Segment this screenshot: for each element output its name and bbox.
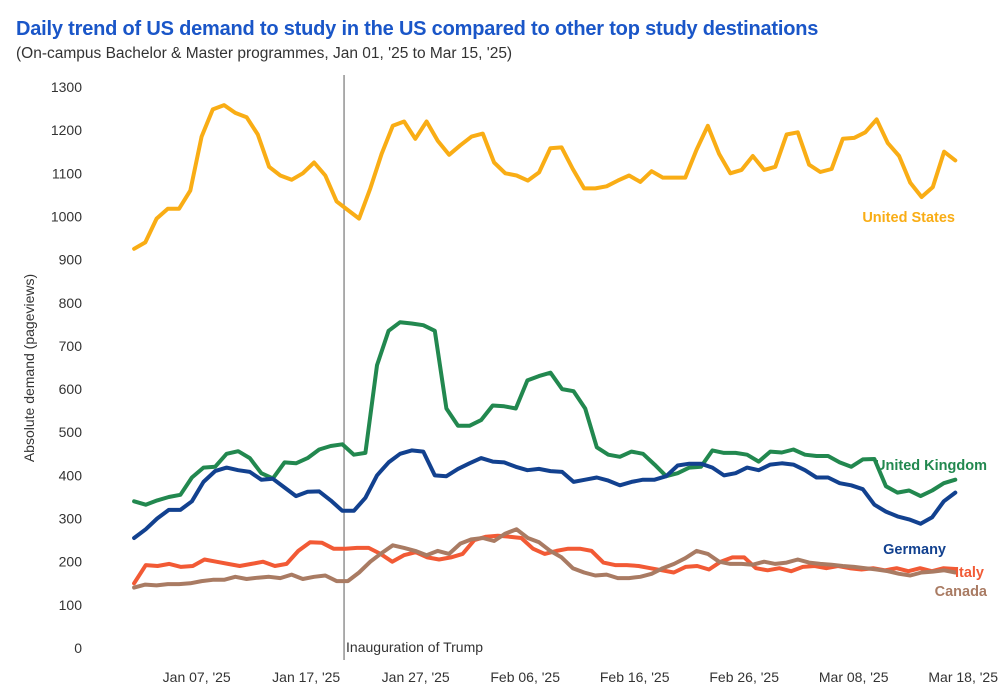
y-tick-label: 100: [59, 597, 83, 613]
x-tick-label: Mar 08, '25: [819, 669, 889, 685]
series-label-united-states: United States: [862, 210, 955, 226]
y-tick-label: 1000: [51, 208, 82, 224]
y-tick-label: 500: [59, 424, 83, 440]
series-label-italy: Italy: [955, 565, 984, 581]
series-label-germany: Germany: [883, 542, 946, 558]
x-tick-label: Feb 16, '25: [600, 669, 670, 685]
x-axis-ticks: Jan 07, '25 Jan 17, '25 Jan 27, '25 Feb 06,…: [163, 669, 999, 685]
y-tick-label: 300: [59, 511, 83, 527]
series-line-germany: [132, 448, 958, 540]
x-tick-label: Feb 06, '25: [490, 669, 560, 685]
annotations: Inauguration of Trump: [343, 75, 483, 660]
y-tick-label: 200: [59, 554, 83, 570]
y-tick-label: 900: [59, 252, 83, 268]
y-tick-label: 1300: [51, 79, 82, 95]
y-axis-label: Absolute demand (pageviews): [21, 274, 37, 462]
chart-subtitle: (On-campus Bachelor & Master programmes,…: [16, 45, 513, 62]
series-labels: United States United Kingdom Germany Italy C…: [862, 210, 988, 600]
series-line-italy: [132, 533, 958, 586]
x-tick-label: Mar 18, '25: [928, 669, 998, 685]
y-tick-label: 700: [59, 338, 83, 354]
y-tick-label: 600: [59, 381, 83, 397]
series-label-united-kingdom: United Kingdom: [875, 458, 987, 474]
x-tick-label: Jan 17, '25: [272, 669, 340, 685]
series-label-canada: Canada: [935, 584, 988, 600]
series-line-united-states: [132, 103, 958, 251]
series-line-canada: [132, 527, 958, 590]
y-tick-label: 0: [74, 640, 82, 656]
chart-title: Daily trend of US demand to study in the…: [16, 18, 819, 40]
y-tick-label: 800: [59, 295, 83, 311]
x-tick-label: Jan 07, '25: [163, 669, 231, 685]
y-tick-label: 400: [59, 467, 83, 483]
series-lines: [132, 103, 958, 590]
x-tick-label: Jan 27, '25: [382, 669, 450, 685]
y-tick-label: 1200: [51, 122, 82, 138]
inauguration-annotation: Inauguration of Trump: [346, 639, 483, 655]
x-tick-label: Feb 26, '25: [709, 669, 779, 685]
y-tick-label: 1100: [52, 165, 82, 181]
y-axis-ticks: 0 100 200 300 400 500 600 700 800 900 1000 1100 1200…: [51, 79, 82, 656]
